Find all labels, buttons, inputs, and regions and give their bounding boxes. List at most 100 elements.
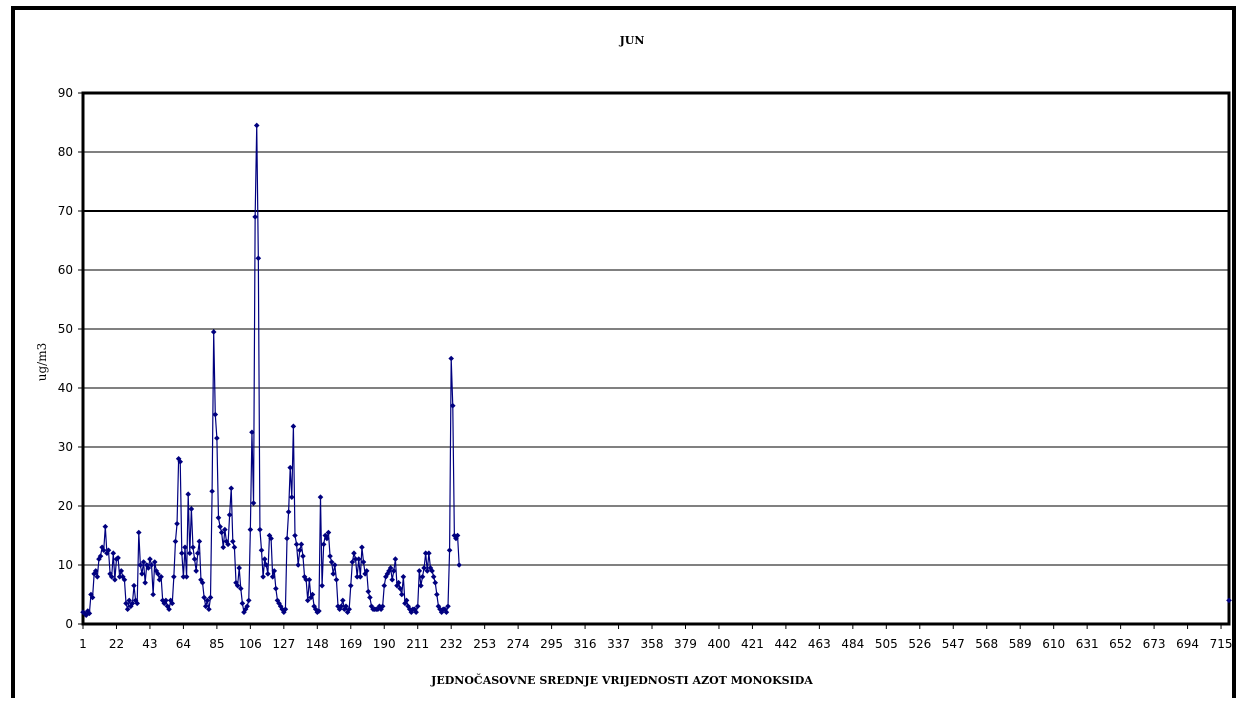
x-tick-label: 568 bbox=[975, 637, 998, 651]
data-point bbox=[296, 547, 303, 554]
data-point bbox=[424, 568, 431, 574]
data-point bbox=[237, 585, 244, 592]
data-point bbox=[171, 574, 177, 580]
y-axis-ticks: 0 10 20 30 40 50 60 70 80 90 bbox=[58, 86, 83, 631]
series-layer bbox=[80, 122, 1232, 618]
data-point bbox=[263, 562, 270, 568]
data-point bbox=[375, 606, 381, 613]
data-point bbox=[322, 532, 329, 539]
data-point bbox=[135, 529, 142, 536]
data-point bbox=[378, 606, 384, 613]
data-point bbox=[429, 568, 435, 574]
x-tick-label: 253 bbox=[473, 637, 496, 651]
data-point bbox=[108, 574, 115, 580]
gridlines bbox=[83, 151, 1229, 566]
x-tick-label: 463 bbox=[808, 637, 831, 651]
data-point bbox=[437, 606, 443, 613]
data-point bbox=[217, 523, 223, 530]
x-tick-label: 85 bbox=[209, 637, 224, 651]
y-axis-label: ug/m3 bbox=[35, 343, 49, 381]
data-point bbox=[261, 556, 268, 562]
data-point bbox=[422, 550, 429, 556]
data-point bbox=[218, 529, 225, 536]
data-point bbox=[338, 603, 345, 610]
x-tick-label: 211 bbox=[406, 637, 429, 651]
data-point bbox=[172, 538, 179, 545]
x-tick-label: 505 bbox=[875, 637, 898, 651]
data-point bbox=[414, 603, 421, 610]
chart-frame bbox=[11, 6, 1236, 698]
data-point bbox=[317, 494, 324, 500]
data-point bbox=[253, 122, 260, 129]
data-point bbox=[398, 591, 405, 598]
data-point bbox=[341, 606, 348, 613]
data-point bbox=[365, 588, 372, 595]
data-point bbox=[282, 606, 289, 613]
data-point bbox=[347, 582, 354, 589]
x-tick-label: 694 bbox=[1176, 637, 1199, 651]
data-point bbox=[443, 609, 450, 615]
data-point bbox=[118, 568, 125, 574]
data-point bbox=[304, 597, 311, 604]
x-tick-label: 652 bbox=[1109, 637, 1132, 651]
data-point bbox=[290, 423, 297, 430]
data-point bbox=[177, 458, 184, 465]
data-point bbox=[287, 464, 294, 471]
data-point bbox=[268, 535, 274, 542]
data-point bbox=[1226, 597, 1232, 604]
data-point bbox=[392, 556, 399, 562]
data-point bbox=[116, 574, 123, 580]
data-point bbox=[204, 597, 211, 604]
data-point bbox=[346, 606, 352, 613]
data-point bbox=[284, 535, 290, 542]
data-point bbox=[193, 568, 199, 574]
data-point bbox=[340, 597, 346, 604]
data-point bbox=[273, 585, 279, 592]
data-point bbox=[359, 544, 365, 551]
y-tick-label: 50 bbox=[58, 322, 73, 336]
data-point bbox=[349, 559, 356, 565]
data-point bbox=[225, 541, 231, 548]
plot-area-border bbox=[81, 91, 1231, 626]
data-point bbox=[336, 606, 343, 613]
x-tick-label: 148 bbox=[306, 637, 329, 651]
data-point bbox=[166, 606, 172, 613]
data-point bbox=[156, 576, 163, 583]
data-point bbox=[199, 579, 206, 586]
data-point bbox=[449, 402, 456, 409]
x-tick-label: 358 bbox=[641, 637, 664, 651]
data-point bbox=[186, 550, 193, 556]
data-point bbox=[381, 582, 388, 589]
data-point bbox=[230, 538, 236, 545]
data-point bbox=[454, 532, 461, 539]
data-point bbox=[451, 532, 458, 539]
data-point bbox=[185, 491, 191, 497]
data-point bbox=[131, 582, 137, 589]
data-point bbox=[139, 571, 145, 577]
data-point bbox=[295, 562, 301, 568]
data-point bbox=[151, 559, 158, 565]
data-point bbox=[137, 562, 144, 568]
data-point bbox=[142, 579, 148, 586]
x-tick-label: 1 bbox=[79, 637, 87, 651]
data-point bbox=[214, 435, 220, 441]
data-point bbox=[252, 214, 258, 220]
data-point bbox=[416, 568, 423, 574]
data-point bbox=[140, 559, 147, 565]
x-tick-label: 232 bbox=[440, 637, 463, 651]
data-point bbox=[148, 562, 155, 568]
data-point bbox=[155, 571, 161, 577]
data-point bbox=[269, 574, 276, 580]
data-point bbox=[97, 553, 104, 559]
data-point bbox=[292, 532, 298, 539]
data-point bbox=[124, 606, 131, 613]
data-point bbox=[183, 574, 190, 580]
data-point bbox=[324, 535, 330, 542]
x-tick-label: 400 bbox=[708, 637, 731, 651]
data-point bbox=[202, 603, 209, 610]
data-point bbox=[236, 565, 243, 571]
data-point bbox=[228, 485, 235, 492]
x-tick-label: 316 bbox=[574, 637, 597, 651]
data-point bbox=[303, 576, 309, 583]
